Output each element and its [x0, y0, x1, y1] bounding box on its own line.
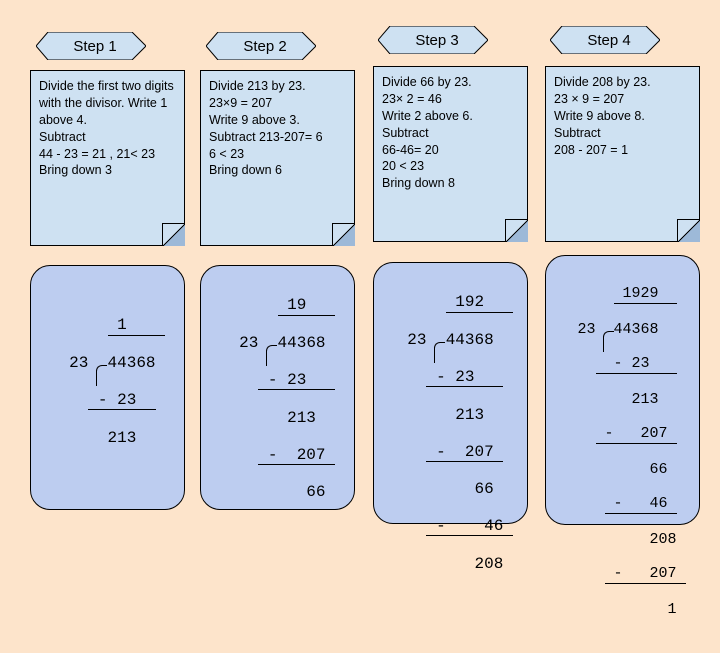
work-panel-4: 1929 23 44368 - 23 213 - 207 66 - 46 208…	[545, 255, 700, 525]
long-division-4: 1929 23 44368 - 23 213 - 207 66 - 46 208…	[559, 268, 685, 653]
note-3: Divide 66 by 23. 23× 2 = 46 Write 2 abov…	[373, 66, 528, 242]
step-label-2: Step 2	[206, 32, 316, 60]
note-4-text: Divide 208 by 23. 23 × 9 = 207 Write 9 a…	[554, 75, 651, 157]
step-label-4-text: Step 4	[550, 26, 660, 54]
note-2: Divide 213 by 23. 23×9 = 207 Write 9 abo…	[200, 70, 355, 246]
note-1-text: Divide the first two digits with the div…	[39, 79, 174, 177]
step-label-1-text: Step 1	[36, 32, 146, 60]
step-label-3-text: Step 3	[378, 26, 488, 54]
note-2-text: Divide 213 by 23. 23×9 = 207 Write 9 abo…	[209, 79, 323, 177]
step-label-4: Step 4	[550, 26, 660, 54]
work-panel-2: 19 23 44368 - 23 213 - 207 66	[200, 265, 355, 510]
step-label-1: Step 1	[36, 32, 146, 60]
work-panel-1: 1 23 44368 - 23 213	[30, 265, 185, 510]
work-panel-3: 192 23 44368 - 23 213 - 207 66 - 46 208	[373, 262, 528, 524]
long-division-2: 19 23 44368 - 23 213 - 207 66	[220, 278, 335, 538]
note-4: Divide 208 by 23. 23 × 9 = 207 Write 9 a…	[545, 66, 700, 242]
step-label-2-text: Step 2	[206, 32, 316, 60]
long-division-1: 1 23 44368 - 23 213	[50, 298, 165, 484]
step-label-3: Step 3	[378, 26, 488, 54]
long-division-3: 192 23 44368 - 23 213 - 207 66 - 46 208	[388, 275, 513, 610]
note-3-text: Divide 66 by 23. 23× 2 = 46 Write 2 abov…	[382, 75, 473, 190]
note-1: Divide the first two digits with the div…	[30, 70, 185, 246]
